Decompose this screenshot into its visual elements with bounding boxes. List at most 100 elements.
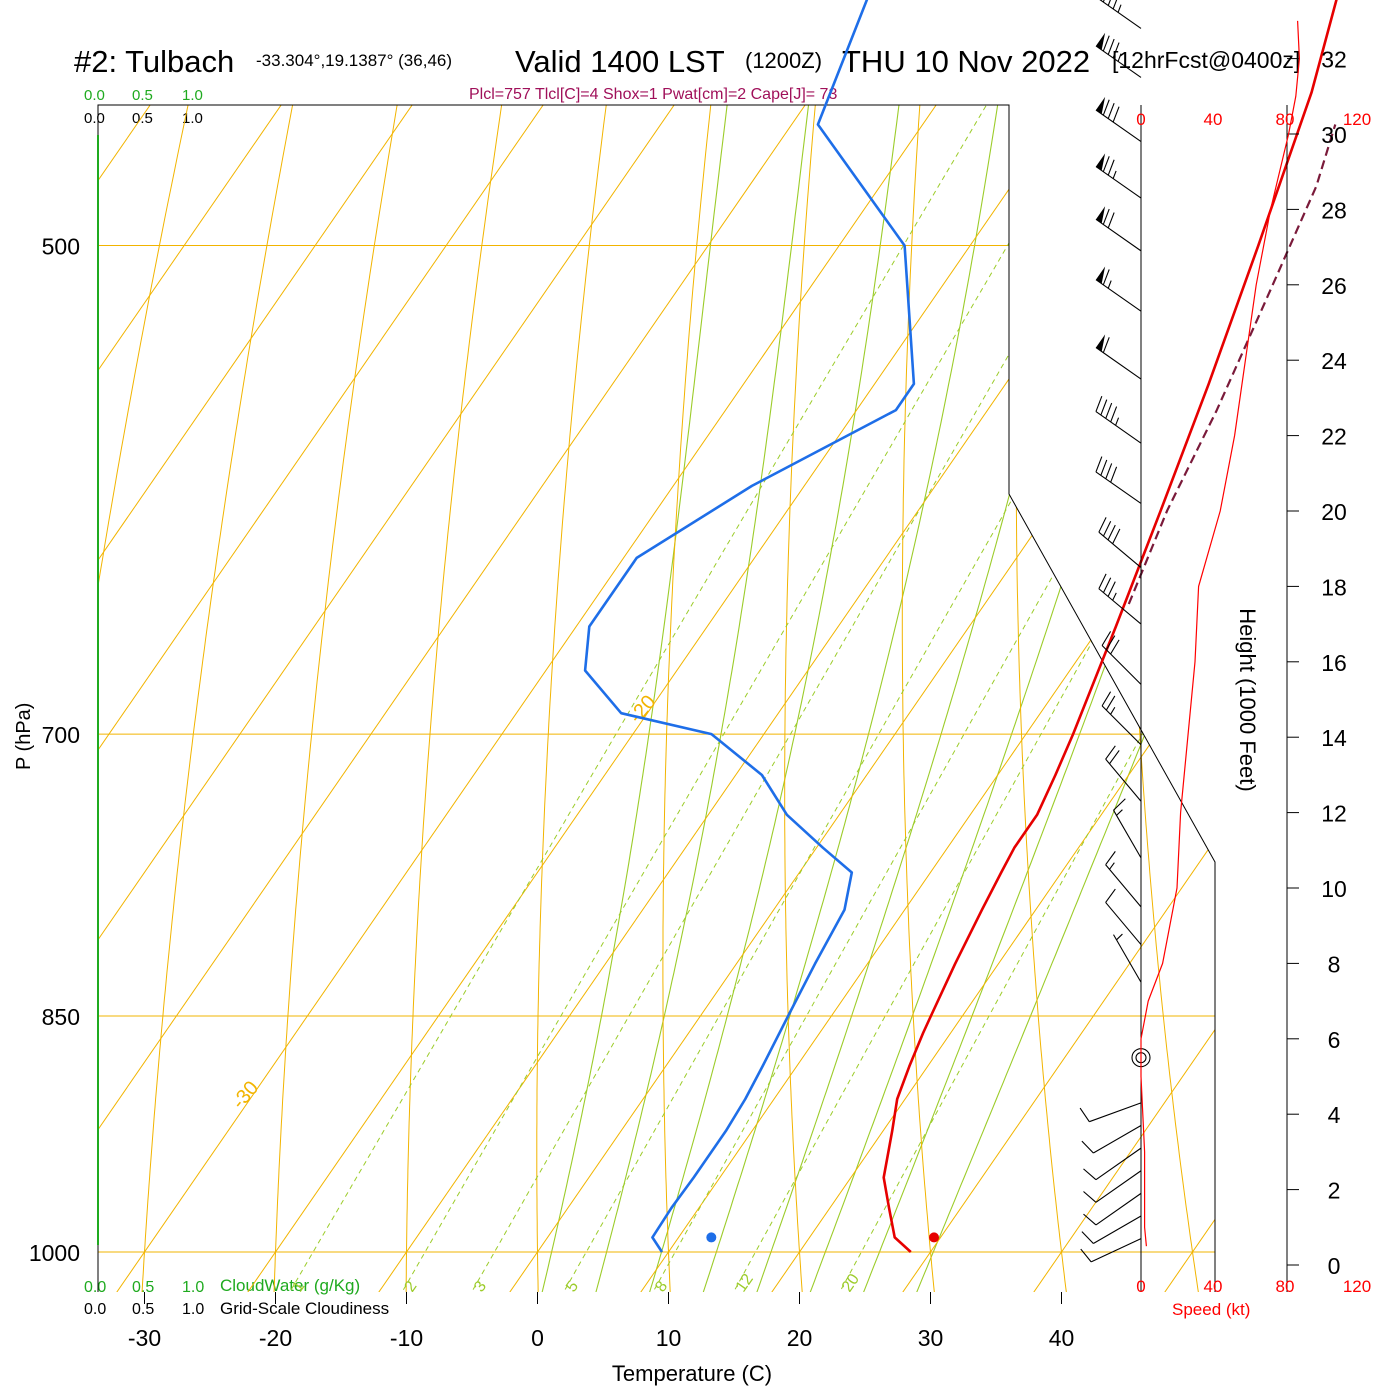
- wind-speed-tick-bottom: 40: [1204, 1277, 1223, 1296]
- cloudiness-tick-top: 1.0: [182, 110, 203, 127]
- height-tick-label: 20: [1321, 499, 1347, 525]
- moist-adiabat: [688, 105, 1116, 1292]
- isotherm-line: [871, 105, 1215, 1292]
- cloud-water-tick-bottom: 1.0: [182, 1279, 204, 1296]
- mixing-ratio-line: [708, 105, 1215, 1292]
- height-tick-label: 28: [1321, 197, 1347, 223]
- wind-barb: [1098, 573, 1142, 625]
- title-station: #2: Tulbach: [74, 44, 234, 79]
- mixing-ratio-line: [376, 105, 1198, 1292]
- mixing-ratio-label: 2: [402, 1278, 421, 1295]
- temperature-tick-label: -10: [390, 1325, 423, 1351]
- wind-speed-tick-bottom: 0: [1136, 1277, 1145, 1296]
- wind-speed-tick-top: 40: [1204, 110, 1223, 129]
- cloud-water-tick-top: 0.0: [84, 87, 105, 104]
- cloudiness-label: Grid-Scale Cloudiness: [220, 1299, 389, 1318]
- cloudiness-tick-top: 0.5: [132, 110, 153, 127]
- wind-barb: [1101, 631, 1142, 685]
- pressure-axis: 2503004005007008501000: [29, 234, 80, 1266]
- wind-speed-tick-bottom: 120: [1343, 1277, 1371, 1296]
- wind-barb: [1095, 153, 1142, 199]
- isotherm-line: [98, 105, 487, 1292]
- isotherm-label: -10: [1049, 266, 1084, 302]
- dry-adiabat: [98, 105, 405, 1292]
- wind-barbs: [1079, 0, 1151, 1263]
- mixing-ratio-label: 20: [839, 1271, 863, 1295]
- wind-speed-line: [1140, 20, 1301, 1247]
- mixing-ratio-line: [263, 105, 1096, 1292]
- moist-adiabat: [530, 105, 863, 1292]
- temperature-axis-label: Temperature (C): [612, 1361, 772, 1386]
- wind-barb: [1105, 745, 1142, 802]
- wind-barb: [1095, 206, 1142, 252]
- cloudiness-tick-top: 0.0: [84, 110, 105, 127]
- mixing-ratio-line: [445, 105, 1215, 1292]
- isotherm-line: [0, 0, 93, 1337]
- temperature-tick-label: 30: [918, 1325, 944, 1351]
- stability-indices: Plcl=757 Tlcl[C]=4 Shox=1 Pwat[cm]=2 Cap…: [469, 86, 837, 103]
- wind-barb: [1095, 334, 1142, 380]
- pressure-tick-label: 700: [42, 722, 80, 748]
- temperature-profile: [882, 0, 1338, 1253]
- isotherm-line: [216, 105, 1215, 1292]
- temperature-axis: -30 -20 -10 0 10 20 30 40: [128, 1292, 1074, 1351]
- title-coords: -33.304°,19.1387° (36,46): [256, 51, 452, 70]
- height-tick-label: 14: [1321, 725, 1347, 751]
- isotherm-line: [98, 105, 225, 1292]
- height-tick-label: 12: [1321, 801, 1347, 827]
- wind-barb: [1105, 888, 1142, 945]
- height-tick-label: 32: [1321, 47, 1347, 73]
- height-tick-label: 10: [1321, 876, 1347, 902]
- moist-adiabats: [530, 105, 1215, 1292]
- mixing-ratio-label: 3: [471, 1278, 490, 1295]
- wind-barb: [1113, 798, 1142, 859]
- dry-adiabat: [1125, 105, 1206, 1292]
- isotherm-line: [98, 105, 1142, 1292]
- cloud-water-tick-bottom: 0.5: [132, 1279, 154, 1296]
- cloud-water-tick-bottom: 0.0: [84, 1279, 106, 1296]
- isotherms: [0, 0, 1215, 1337]
- dewpoint-profile: [583, 0, 916, 1253]
- wind-speed-tick-top: 0: [1136, 110, 1145, 129]
- title-utc: (1200Z): [745, 48, 822, 73]
- cloudiness-tick-bottom: 0.0: [84, 1301, 106, 1318]
- dry-adiabat: [139, 105, 493, 1292]
- wind-speed-tick-bottom: 80: [1276, 1277, 1295, 1296]
- pressure-tick-label: 850: [42, 1004, 80, 1030]
- dry-adiabat: [272, 105, 581, 1292]
- cloudiness-tick-bottom: 0.5: [132, 1301, 154, 1318]
- wind-barb: [1095, 266, 1142, 312]
- wind-speed-profile: [1140, 20, 1301, 1247]
- wind-speed-tick-top: 120: [1343, 110, 1371, 129]
- surface-dewpoint-dot: [706, 1232, 717, 1243]
- wind-barb: [1095, 395, 1142, 444]
- wind-barb: [1095, 32, 1142, 78]
- isotherm-line: [1133, 105, 1215, 1292]
- title-date: THU 10 Nov 2022: [842, 44, 1090, 79]
- isotherm-label: -30: [228, 1077, 263, 1113]
- cloud-water-tick-top: 0.5: [132, 87, 153, 104]
- height-axis-label: Height (1000 Feet): [1235, 608, 1260, 791]
- height-tick-label: 22: [1321, 424, 1347, 450]
- wind-barb: [1098, 517, 1142, 568]
- wind-barb: [1099, 0, 1142, 29]
- temperature-tick-label: 40: [1049, 1325, 1075, 1351]
- height-tick-label: 6: [1328, 1027, 1341, 1053]
- isotherm-line: [98, 105, 1215, 1292]
- pressure-axis-label: P (hPa): [13, 703, 35, 770]
- plot-frame: [97, 104, 1216, 1292]
- wind-speed-axis-label: Speed (kt): [1172, 1300, 1250, 1319]
- wind-barb: [1105, 851, 1142, 908]
- temperature-tick-label: 10: [656, 1325, 682, 1351]
- cloud-scale-bottom: 0.0 0.5 1.0 CloudWater (g/Kg) 0.0 0.5 1.…: [84, 1276, 389, 1318]
- temperature-tick-label: -30: [128, 1325, 161, 1351]
- cloudiness-tick-bottom: 1.0: [182, 1301, 204, 1318]
- wind-barb: [1083, 1147, 1142, 1181]
- dry-adiabat: [1015, 105, 1110, 1292]
- isotherm-line: [98, 105, 880, 1292]
- wind-barb: [1083, 1170, 1142, 1203]
- height-tick-label: 18: [1321, 574, 1347, 600]
- mixing-ratio-label: 5: [563, 1278, 582, 1295]
